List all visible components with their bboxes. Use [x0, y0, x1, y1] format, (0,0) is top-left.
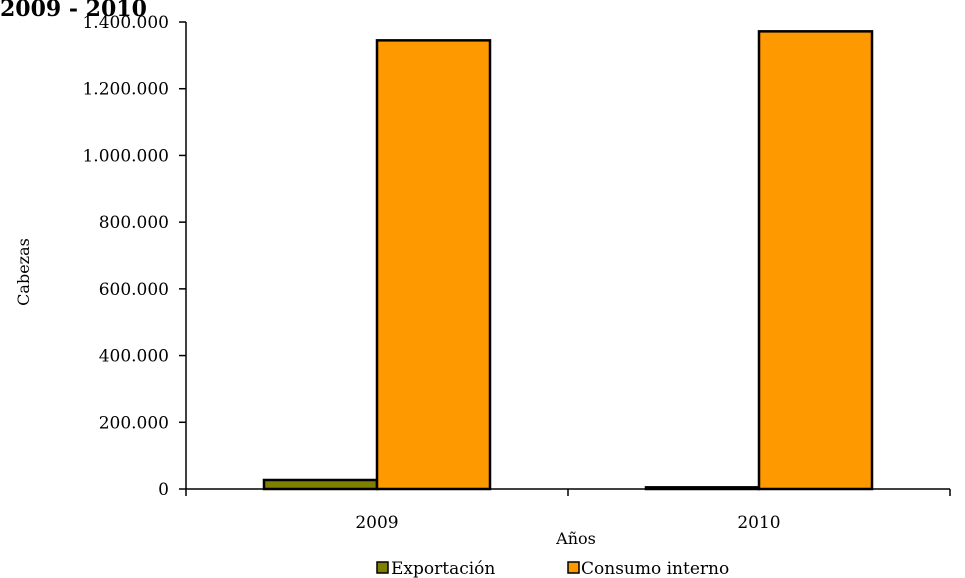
legend: Exportación Consumo interno — [376, 559, 729, 578]
y-tick-label: 0 — [158, 480, 169, 500]
y-tick-label: 1.400.000 — [82, 13, 169, 33]
bar-consumo-interno-2010 — [757, 30, 874, 491]
x-tick-label: 2009 — [355, 513, 398, 533]
y-tick-label: 200.000 — [99, 413, 169, 433]
y-tick-label: 600.000 — [99, 280, 169, 300]
x-axis-ticks: 2009 2010 — [185, 489, 951, 533]
y-tick-label: 1.000.000 — [82, 146, 169, 166]
legend-swatch-exportacion — [376, 561, 389, 574]
bar-exportacion-2009 — [262, 478, 379, 491]
legend-label-consumo-interno: Consumo interno — [581, 559, 729, 578]
legend-label-exportacion: Exportación — [391, 559, 495, 578]
y-axis-ticks: 0 200.000 400.000 600.000 800.000 1.000.000 1.… — [82, 13, 186, 500]
y-axis-label: Cabezas — [14, 238, 33, 306]
bar-consumo-interno-2009 — [375, 39, 492, 491]
x-axis-label: Años — [555, 529, 596, 548]
legend-swatch-consumo-interno — [567, 561, 580, 574]
chart-title: 2009 - 2010 — [0, 0, 147, 22]
y-tick-label: 1.200.000 — [82, 80, 169, 100]
y-tick-label: 400.000 — [99, 347, 169, 367]
x-tick-label: 2010 — [737, 513, 780, 533]
y-tick-label: 800.000 — [99, 213, 169, 233]
bars — [262, 30, 874, 491]
